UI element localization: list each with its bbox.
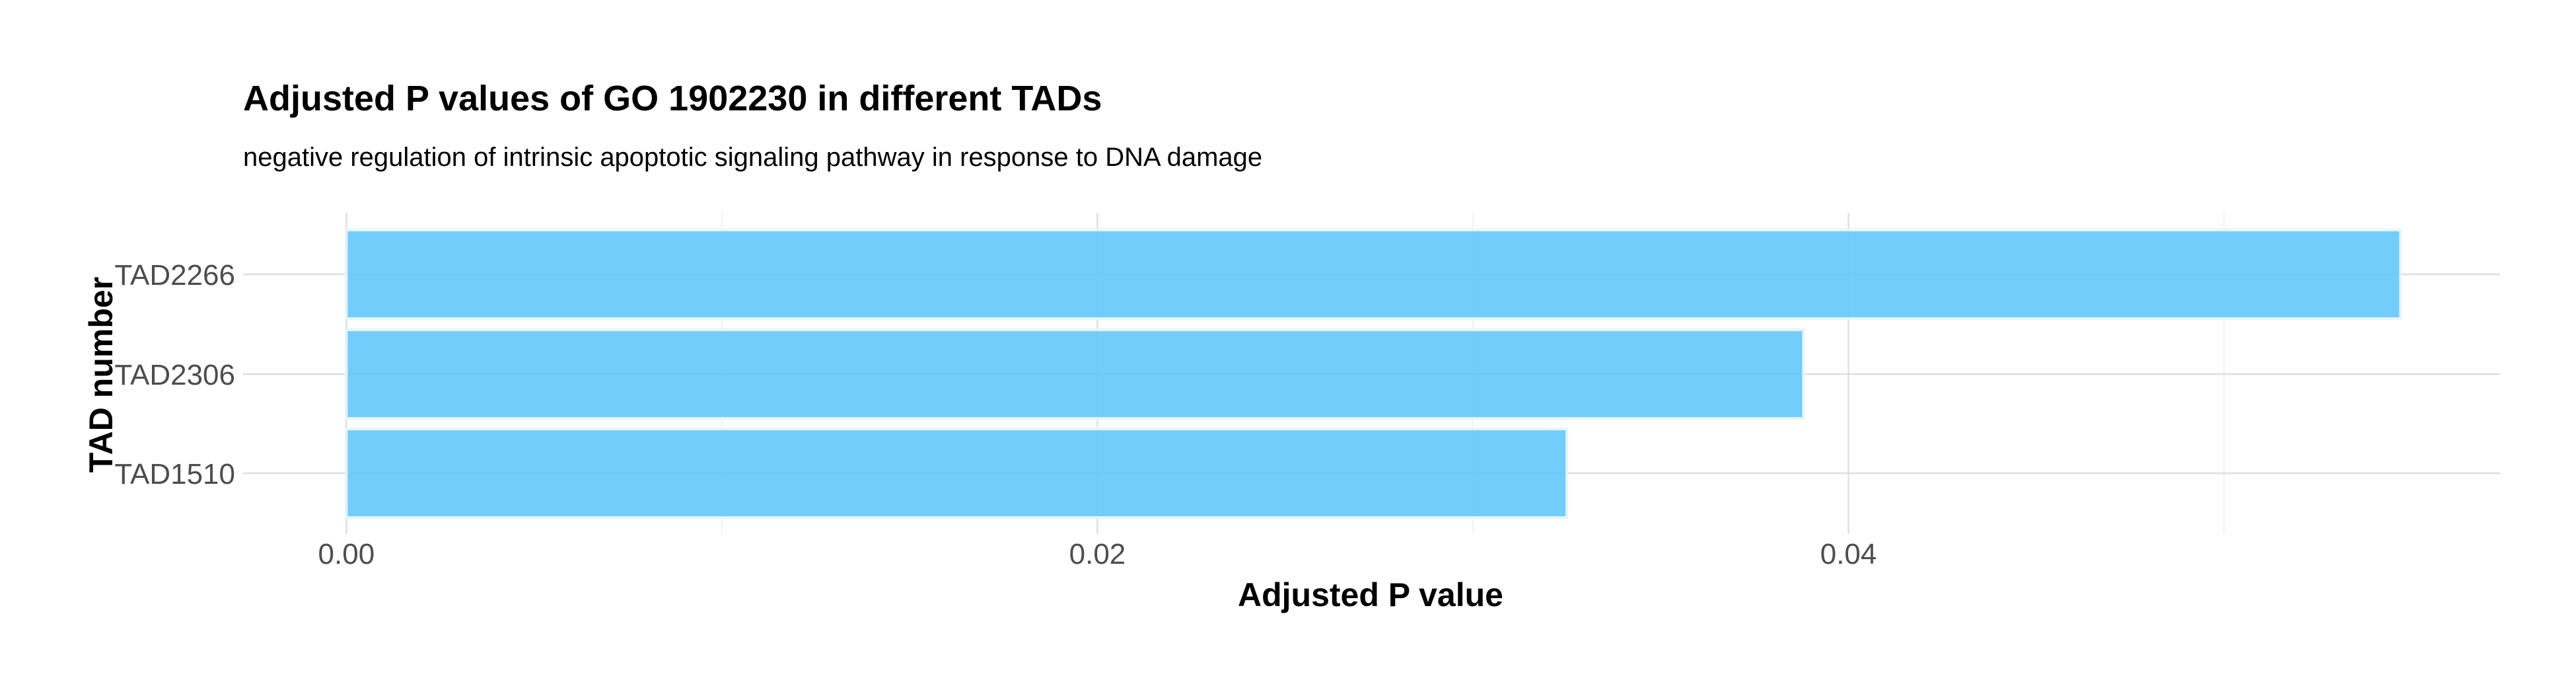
chart-title: Adjusted P values of GO 1902230 in diffe… [243,79,1102,118]
y-tick-label: TAD2266 [114,259,235,291]
x-tick-label: 0.00 [318,538,375,570]
chart-subtitle: negative regulation of intrinsic apoptot… [243,143,1262,172]
bar-tad2266 [345,229,2402,320]
y-axis-title: TAD number [83,277,120,473]
bars [345,229,2402,519]
x-tick-label: 0.02 [1069,538,1126,570]
x-axis-tick-labels: 0.00 0.02 0.04 [318,538,1877,570]
bar-tad1510 [345,428,1569,519]
x-tick-label: 0.04 [1820,538,1877,570]
y-tick-label: TAD1510 [114,458,235,490]
x-axis-title: Adjusted P value [1238,576,1503,613]
y-tick-label: TAD2306 [114,359,235,391]
y-axis-tick-labels: TAD2266 TAD2306 TAD1510 [114,259,235,490]
bar-tad2306 [345,328,1805,420]
